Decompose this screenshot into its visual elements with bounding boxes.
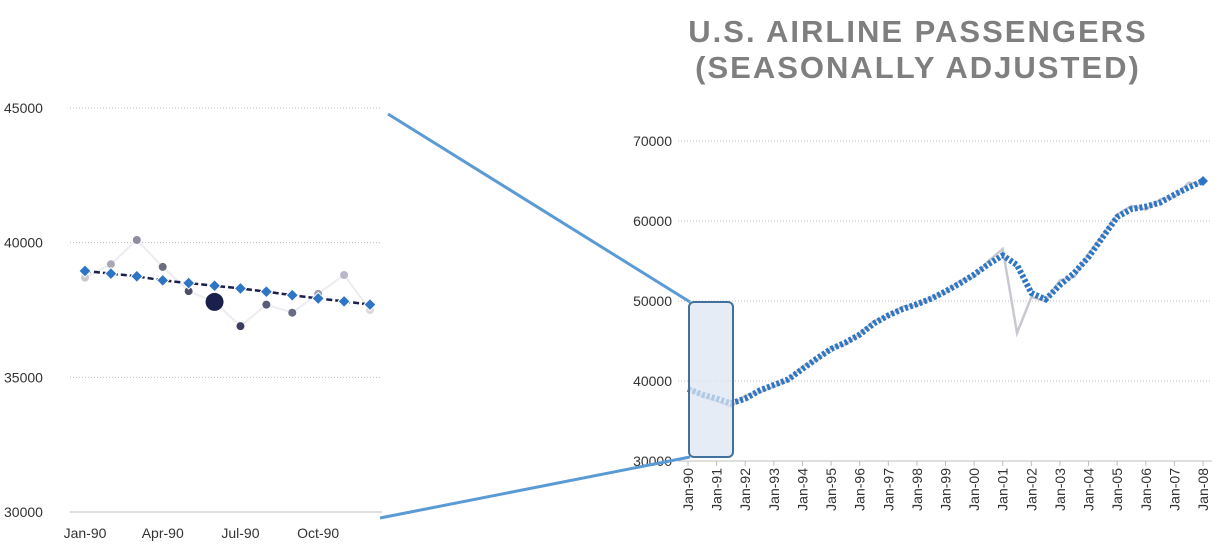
y-tick-label: 60000 (633, 213, 672, 229)
trend-data-point (311, 291, 325, 306)
raw-data-point (184, 287, 193, 296)
x-tick-label: Jan-99 (938, 468, 954, 511)
y-tick-label: 35000 (4, 369, 43, 385)
zoom-highlight-box (688, 301, 734, 458)
x-tick-label: Jan-90 (64, 525, 107, 541)
connector-line-bottom (379, 455, 691, 520)
x-tick-label: Jan-03 (1052, 468, 1068, 511)
x-tick-label: Apr-90 (142, 525, 184, 541)
y-tick-label: 40000 (4, 235, 43, 251)
raw-data-point (340, 270, 349, 279)
trend-data-point (363, 297, 377, 312)
detail-chart: 30000 35000 40000 45000 Jan-90 Apr-90 Jul-90 Oc… (4, 100, 382, 541)
x-tick-label: Jan-02 (1023, 468, 1039, 511)
raw-data-point (132, 235, 141, 244)
x-tick-label: Jan-08 (1195, 468, 1211, 511)
x-tick-label: Jan-91 (709, 468, 725, 511)
trend-data-point (337, 294, 351, 309)
x-tick-label: Jan-05 (1109, 468, 1125, 511)
x-tick-label: Jan-07 (1166, 468, 1182, 511)
x-tick-label: Jan-01 (995, 468, 1011, 511)
raw-data-point (205, 292, 224, 311)
x-tick-label: Jan-04 (1081, 468, 1097, 511)
trend-data-point (207, 279, 222, 293)
y-tick-label: 40000 (633, 373, 672, 389)
x-tick-label: Jan-06 (1138, 468, 1154, 511)
x-tick-label: Jan-95 (823, 468, 839, 511)
trend-data-point (130, 269, 144, 284)
y-tick-label: 30000 (4, 504, 43, 520)
x-tick-label: Jan-94 (794, 468, 810, 511)
zoom-connectors (379, 112, 691, 520)
x-tick-label: Jan-97 (880, 468, 896, 511)
raw-data-point (236, 322, 245, 331)
raw-series-line (84, 238, 371, 328)
x-tick-label: Jan-00 (966, 468, 982, 511)
trend-data-point (156, 273, 170, 288)
x-tick-label: Jul-90 (221, 525, 259, 541)
trend-data-point (285, 288, 299, 302)
x-tick-label: Jan-92 (737, 468, 753, 511)
trend-data-point (181, 276, 196, 290)
y-tick-label: 45000 (4, 100, 43, 116)
raw-data-point (81, 273, 89, 282)
raw-data-point (288, 308, 297, 317)
x-tick-label: Jan-98 (909, 468, 925, 511)
trend-data-point (78, 264, 92, 278)
connector-line-top (387, 112, 691, 304)
x-tick-label: Jan-96 (852, 468, 868, 511)
x-tick-label: Oct-90 (297, 525, 339, 541)
chart-title-line-2: (SEASONALLY ADJUSTED) (695, 50, 1141, 85)
y-tick-label: 70000 (633, 133, 672, 149)
trend-data-point (233, 281, 248, 296)
x-tick-label: Jan-90 (680, 468, 696, 511)
y-tick-label: 50000 (633, 293, 672, 309)
trend-series-line (686, 178, 1205, 407)
trend-data-point (259, 284, 274, 299)
raw-data-point (158, 262, 167, 271)
raw-data-point (262, 300, 271, 309)
trend-data-point (104, 266, 118, 281)
chart-title-line-1: U.S. AIRLINE PASSENGERS (688, 14, 1147, 49)
raw-data-point (106, 260, 115, 269)
trend-end-marker (1198, 176, 1208, 186)
x-tick-label: Jan-93 (766, 468, 782, 511)
